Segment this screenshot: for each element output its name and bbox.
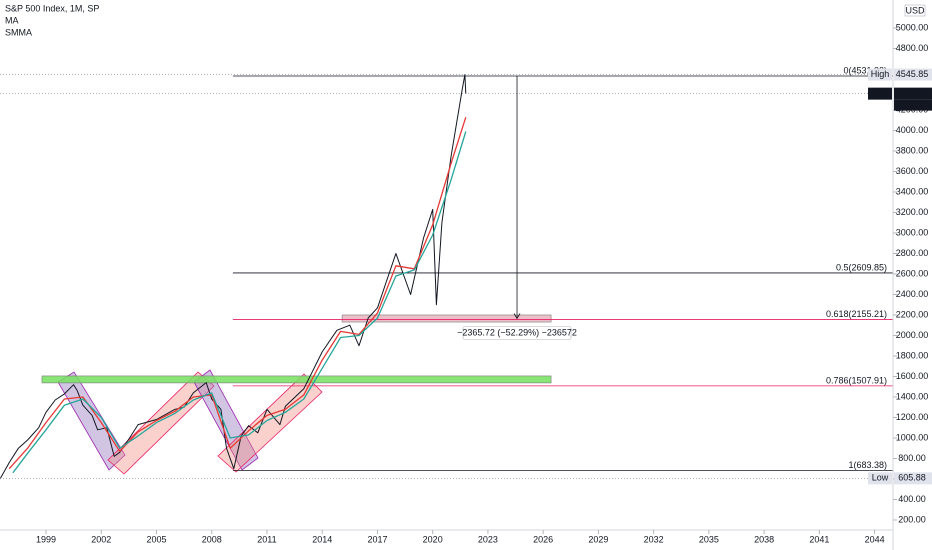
indicator-label[interactable]: SMMA bbox=[5, 27, 32, 37]
fib-label: 0.618(2155.21) bbox=[826, 309, 887, 319]
x-tick-label: 2008 bbox=[202, 534, 222, 544]
y-tick-label: 1800.00 bbox=[896, 350, 929, 360]
y-tick-label: 5000.00 bbox=[896, 22, 929, 32]
x-tick-label: 2044 bbox=[865, 534, 885, 544]
y-tick-label: 3400.00 bbox=[896, 186, 929, 196]
x-tick-label: 2041 bbox=[809, 534, 829, 544]
tag-time-box bbox=[894, 99, 932, 111]
y-tick-label: 2400.00 bbox=[896, 289, 929, 299]
y-tick-label: 2600.00 bbox=[896, 268, 929, 278]
y-tick-label: 4000.00 bbox=[896, 125, 929, 135]
y-tick-label: 200.00 bbox=[898, 514, 926, 524]
zone bbox=[41, 375, 552, 384]
tag-label-box bbox=[868, 472, 892, 485]
measure-label: −2365.72 (−52.29%) −236572 bbox=[457, 327, 577, 337]
y-tick-label: 2000.00 bbox=[896, 330, 929, 340]
x-tick-label: 2029 bbox=[588, 534, 608, 544]
y-tick-label: 400.00 bbox=[898, 494, 926, 504]
y-tick-label: 1400.00 bbox=[896, 391, 929, 401]
channel bbox=[107, 371, 215, 475]
x-tick-label: 1999 bbox=[36, 534, 56, 544]
y-tick-label: 3200.00 bbox=[896, 207, 929, 217]
fib-label: 1(683.38) bbox=[848, 460, 887, 470]
x-tick-label: 2014 bbox=[312, 534, 332, 544]
y-tick-label: 4800.00 bbox=[896, 43, 929, 53]
y-tick-label: 3800.00 bbox=[896, 145, 929, 155]
x-tick-label: 2005 bbox=[146, 534, 166, 544]
tag-label: Low bbox=[872, 473, 889, 483]
tag-label: SPX bbox=[871, 88, 889, 98]
tag-time: 18:32:52 bbox=[894, 100, 929, 110]
plot: 0(4531.32) 0.5(2609.85) 0.618(2155.21) 0.78… bbox=[0, 65, 893, 480]
tag-label-box bbox=[868, 68, 892, 81]
x-tick-label: 2011 bbox=[257, 534, 276, 544]
tag-value: 605.88 bbox=[898, 473, 926, 483]
tag-label-box bbox=[868, 87, 892, 100]
x-tick-label: 2032 bbox=[644, 534, 664, 544]
x-tick-label: 2023 bbox=[478, 534, 498, 544]
y-tick-label: 1200.00 bbox=[896, 412, 929, 422]
x-tick-label: 2035 bbox=[699, 534, 719, 544]
currency-box[interactable] bbox=[904, 4, 926, 17]
y-tick-label: 800.00 bbox=[898, 453, 926, 463]
tag-value-box bbox=[894, 472, 932, 485]
indicator-line bbox=[12, 131, 467, 474]
fib-label: 0.5(2609.85) bbox=[836, 262, 887, 272]
measure-label-box bbox=[462, 326, 572, 340]
zone bbox=[341, 314, 552, 323]
channel bbox=[57, 371, 126, 471]
x-tick-label: 2002 bbox=[91, 534, 111, 544]
y-tick-label: 3600.00 bbox=[896, 166, 929, 176]
fib-label: 0(4531.32) bbox=[843, 65, 887, 75]
tag-value: 4545.85 bbox=[896, 69, 929, 79]
tag-value-box bbox=[894, 87, 932, 100]
tag-value: 4359.45 bbox=[896, 88, 929, 98]
y-tick-label: 2200.00 bbox=[896, 309, 929, 319]
y-tick-label: 2800.00 bbox=[896, 248, 929, 258]
chart-title: S&P 500 Index, 1M, SP bbox=[5, 3, 99, 13]
measure-arrowhead bbox=[513, 313, 521, 320]
x-tick-label: 2020 bbox=[423, 534, 443, 544]
tag-label: High bbox=[871, 69, 890, 79]
indicator-label[interactable]: MA bbox=[5, 15, 19, 25]
currency: USD bbox=[905, 5, 925, 15]
channel bbox=[217, 373, 323, 473]
y-tick-label: 1600.00 bbox=[896, 371, 929, 381]
x-tick-label: 2038 bbox=[754, 534, 774, 544]
x-tick-label: 2017 bbox=[367, 534, 387, 544]
x-tick-label: 2026 bbox=[533, 534, 553, 544]
fib-label: 0.786(1507.91) bbox=[826, 375, 887, 385]
y-tick-label: 1000.00 bbox=[896, 432, 929, 442]
y-tick-label: 3000.00 bbox=[896, 227, 929, 237]
tag-value-box bbox=[894, 68, 932, 81]
